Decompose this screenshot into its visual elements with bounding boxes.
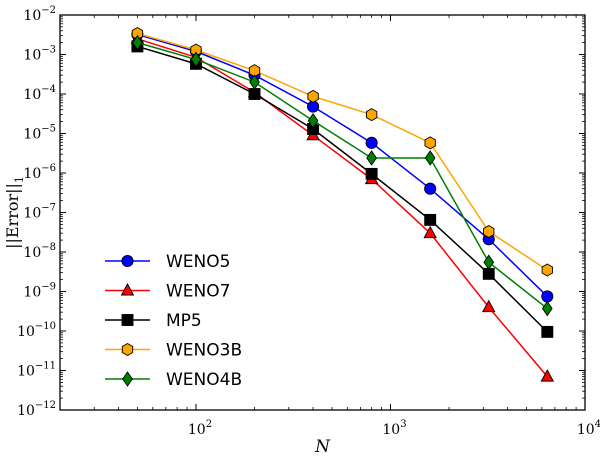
series-weno3b (131, 26, 553, 277)
data-point-weno5 (424, 182, 437, 195)
y-tick-label: 10−3 (23, 45, 56, 64)
y-tick-exponent: −4 (41, 84, 56, 95)
data-point-weno7 (540, 369, 555, 382)
y-tick-base: 10 (23, 285, 41, 301)
data-point-weno4b (366, 150, 377, 166)
y-axis-label-subscript: 1 (13, 176, 26, 183)
data-point-weno4b (424, 150, 436, 166)
legend-item-mp5: MP5 (105, 311, 202, 331)
legend-marker (120, 283, 135, 296)
data-point-weno5 (541, 290, 554, 303)
y-tick-label: 10−7 (23, 203, 56, 222)
data-point-weno3b (483, 224, 495, 239)
series-line-weno5 (137, 33, 548, 297)
y-tick-label: 10−9 (23, 282, 56, 301)
y-tick-label: 10−5 (23, 124, 56, 143)
y-tick-exponent: −6 (41, 163, 56, 174)
data-point-weno4b (249, 74, 260, 90)
y-tick-label: 10−6 (23, 163, 56, 182)
x-tick-label: 102 (188, 419, 212, 438)
data-point-weno4b (190, 51, 202, 68)
legend-marker (122, 371, 133, 387)
x-tick-exponent: 3 (400, 419, 406, 430)
legend-item-weno3b: WENO3B (105, 341, 242, 361)
data-point-weno4b (483, 254, 495, 271)
legend-label: WENO4B (166, 370, 242, 390)
x-tick-label: 104 (577, 419, 600, 438)
x-tick-base: 10 (577, 422, 595, 438)
y-tick-base: 10 (17, 324, 35, 340)
x-tick-exponent: 4 (595, 419, 600, 430)
y-tick-exponent: −7 (41, 203, 56, 214)
y-tick-label: 10−8 (23, 242, 56, 261)
legend-label: MP5 (166, 311, 202, 331)
x-axis-label: N (314, 437, 331, 457)
data-point-mp5 (424, 213, 437, 226)
y-tick-base: 10 (23, 206, 41, 222)
data-point-mp5 (541, 325, 554, 338)
y-tick-exponent: −12 (35, 400, 56, 411)
data-point-mp5 (365, 167, 378, 180)
legend-label: WENO5 (166, 252, 230, 272)
y-tick-label: 10−12 (17, 400, 56, 419)
y-axis-label: ||Error||1 (3, 176, 26, 249)
y-tick-exponent: −5 (41, 124, 56, 135)
y-tick-base: 10 (23, 8, 41, 24)
y-tick-base: 10 (17, 403, 35, 419)
data-point-weno7 (423, 225, 437, 239)
x-tick-label: 103 (382, 419, 406, 438)
legend-item-weno5: WENO5 (105, 252, 230, 272)
series-line-weno4b (137, 41, 548, 310)
x-tick-base: 10 (188, 422, 206, 438)
y-tick-label: 10−2 (23, 5, 56, 24)
axis-labels: 102 103 10410−210−310−410−510−610−710−810−… (3, 5, 600, 457)
y-tick-label: 10−4 (23, 84, 56, 103)
y-tick-base: 10 (23, 127, 41, 143)
series-layer (130, 26, 555, 382)
y-tick-base: 10 (23, 245, 41, 261)
y-tick-base: 10 (23, 166, 41, 182)
x-tick-exponent: 2 (206, 419, 212, 430)
y-tick-base: 10 (23, 48, 41, 64)
legend-item-weno7: WENO7 (105, 282, 230, 302)
y-tick-label: 10−11 (17, 361, 56, 380)
y-tick-base: 10 (23, 87, 41, 103)
series-weno4b (132, 34, 553, 317)
data-point-weno3b (541, 263, 553, 277)
y-tick-exponent: −3 (41, 45, 56, 56)
data-point-weno5 (365, 136, 378, 149)
data-point-mp5 (248, 88, 261, 100)
data-point-weno3b (424, 136, 436, 150)
legend-marker (121, 342, 134, 357)
data-point-weno3b (307, 89, 319, 103)
y-axis-label-main: ||Error|| (3, 183, 22, 249)
legend-marker (121, 254, 134, 268)
plot-frame (59, 14, 586, 411)
legend-label: WENO3B (166, 341, 242, 361)
y-tick-exponent: −10 (35, 321, 56, 332)
y-tick-exponent: −8 (41, 242, 56, 253)
data-point-weno7 (481, 299, 496, 313)
axis-ticks (60, 14, 586, 411)
data-point-weno4b (541, 300, 553, 317)
legend-item-weno4b: WENO4B (105, 370, 242, 390)
y-tick-label: 10−10 (17, 321, 56, 340)
y-tick-exponent: −9 (41, 282, 56, 293)
y-tick-base: 10 (17, 364, 35, 380)
data-point-weno4b (307, 112, 319, 129)
legend: WENO5 WENO7 MP5 WENO3B WENO4B (105, 252, 242, 390)
series-line-weno3b (137, 32, 548, 271)
data-point-weno4b (132, 34, 143, 51)
y-tick-exponent: −2 (41, 5, 56, 16)
data-point-weno3b (365, 108, 378, 122)
y-tick-exponent: −11 (35, 361, 56, 372)
legend-marker (121, 314, 134, 326)
series-line-mp5 (137, 45, 548, 333)
legend-label: WENO7 (166, 282, 230, 302)
x-tick-base: 10 (382, 422, 400, 438)
